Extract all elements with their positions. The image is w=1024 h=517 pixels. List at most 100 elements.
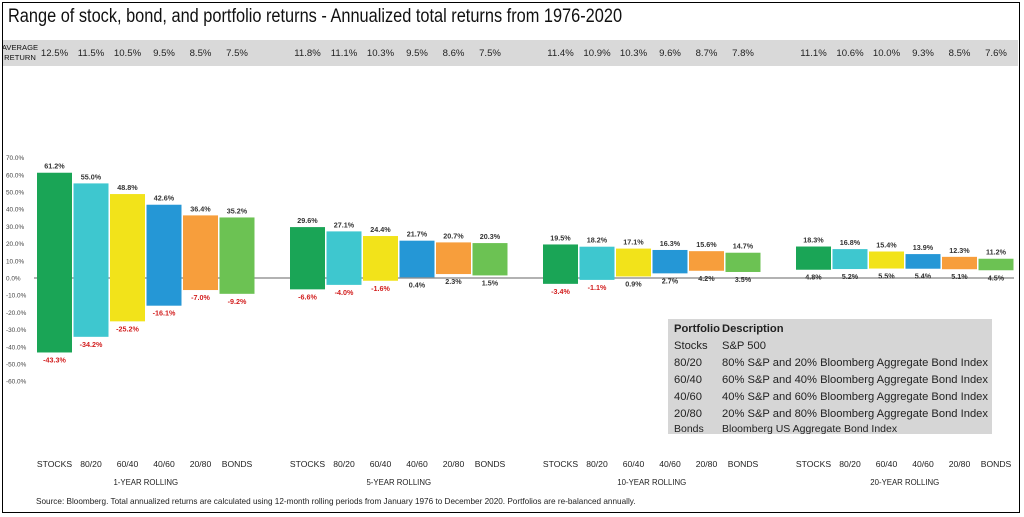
legend-portfolio: 60/40 — [674, 374, 702, 386]
high-value-label: 55.0% — [81, 172, 102, 181]
average-return-value: 9.5% — [153, 48, 175, 59]
low-value-label: 5.5% — [878, 272, 895, 281]
category-label: BONDS — [475, 459, 506, 469]
range-bar — [326, 231, 362, 285]
low-value-label: -1.6% — [371, 284, 390, 293]
range-bar — [399, 240, 435, 278]
average-return-value: 11.8% — [294, 48, 321, 59]
y-tick-label: -30.0% — [6, 327, 27, 334]
average-return-value: 11.1% — [800, 48, 827, 59]
category-label: 40/60 — [153, 459, 175, 469]
y-tick-label: -60.0% — [6, 379, 27, 386]
high-value-label: 15.6% — [696, 240, 717, 249]
range-bar — [796, 246, 831, 270]
average-return-value: 10.3% — [620, 48, 648, 59]
legend-description: 80% S&P and 20% Bloomberg Aggregate Bond… — [722, 357, 988, 369]
average-return-value: 8.5% — [190, 48, 212, 59]
y-tick-label: -10.0% — [6, 293, 27, 300]
y-tick-label: 40.0% — [6, 207, 24, 214]
average-return-value: 7.5% — [226, 48, 248, 59]
legend-portfolio: 80/20 — [674, 357, 702, 369]
average-return-value: 9.5% — [406, 48, 428, 59]
low-value-label: 3.5% — [735, 275, 752, 284]
y-tick-label: 0.0% — [6, 276, 21, 283]
high-value-label: 42.6% — [154, 194, 175, 203]
average-return-value: 12.5% — [41, 48, 69, 59]
high-value-label: 18.3% — [803, 236, 824, 245]
range-bar — [290, 227, 325, 290]
low-value-label: -4.0% — [335, 288, 354, 297]
category-label: 80/20 — [586, 459, 608, 469]
low-value-label: -6.6% — [298, 292, 317, 301]
high-value-label: 19.5% — [550, 233, 571, 242]
high-value-label: 29.6% — [297, 216, 318, 225]
low-value-label: 2.7% — [662, 276, 679, 285]
y-tick-label: 60.0% — [6, 172, 24, 179]
legend-row: 20/80 20% S&P and 80% Bloomberg Aggregate… — [674, 408, 988, 420]
category-label: 80/20 — [80, 459, 102, 469]
low-value-label: -43.3% — [43, 355, 66, 364]
low-value-label: -1.1% — [588, 283, 607, 292]
category-label: STOCKS — [37, 459, 72, 469]
category-label: BONDS — [981, 459, 1012, 469]
average-return-value: 10.0% — [873, 48, 901, 59]
low-value-label: -25.2% — [116, 324, 139, 333]
average-return-value: 11.4% — [547, 48, 574, 59]
range-bar — [832, 249, 868, 270]
legend-row: 40/60 40% S&P and 60% Bloomberg Aggregate… — [674, 391, 988, 403]
legend-description: S&P 500 — [722, 340, 766, 352]
category-label: BONDS — [222, 459, 253, 469]
legend-header-portfolio: Portfolio — [674, 323, 720, 335]
average-return-value: 9.6% — [659, 48, 681, 59]
range-bar — [689, 251, 724, 271]
average-return-value: 10.6% — [836, 48, 864, 59]
high-value-label: 20.7% — [443, 231, 464, 240]
low-value-label: -16.1% — [153, 309, 176, 318]
range-bar — [942, 256, 977, 270]
range-bar — [37, 172, 72, 353]
legend-header: Portfolio Description — [674, 323, 784, 335]
category-label: 80/20 — [333, 459, 355, 469]
range-bar — [219, 217, 255, 294]
range-bar — [73, 183, 109, 337]
average-return-label: AVERAGE — [2, 43, 38, 52]
low-value-label: 5.1% — [951, 272, 968, 281]
category-label: 60/40 — [117, 459, 139, 469]
portfolio-legend: Portfolio Description Stocks S&P 500 80/20… — [668, 319, 992, 435]
average-return-value: 10.3% — [367, 48, 395, 59]
range-bar — [472, 243, 508, 276]
high-value-label: 61.2% — [44, 162, 65, 171]
category-label: 20/80 — [949, 459, 971, 469]
low-value-label: 4.2% — [698, 274, 715, 283]
low-value-label: 1.5% — [482, 278, 499, 287]
category-label: 60/40 — [623, 459, 645, 469]
category-label: 80/20 — [839, 459, 861, 469]
average-return-value: 8.5% — [949, 48, 971, 59]
average-return-value: 7.6% — [985, 48, 1007, 59]
y-tick-label: 10.0% — [6, 258, 24, 265]
average-return-value: 10.9% — [583, 48, 611, 59]
average-return-band — [3, 40, 1018, 66]
group-label: 10-YEAR ROLLING — [617, 478, 686, 487]
average-return-value: 7.5% — [479, 48, 501, 59]
category-label: 40/60 — [659, 459, 681, 469]
average-return-value: 8.7% — [696, 48, 718, 59]
low-value-label: 4.5% — [988, 273, 1005, 282]
average-return-value: 8.6% — [443, 48, 465, 59]
category-label: 60/40 — [876, 459, 898, 469]
legend-description: 20% S&P and 80% Bloomberg Aggregate Bond… — [722, 408, 988, 420]
y-tick-label: 30.0% — [6, 224, 24, 231]
range-bar — [869, 251, 904, 269]
range-bar — [616, 248, 651, 277]
category-label: STOCKS — [796, 459, 831, 469]
legend-row: Bonds Bloomberg US Aggregate Bond Index — [674, 423, 897, 435]
high-value-label: 12.3% — [949, 246, 970, 255]
y-tick-label: 70.0% — [6, 155, 24, 162]
high-value-label: 13.9% — [913, 243, 934, 252]
category-label: BONDS — [728, 459, 759, 469]
average-return-label: RETURN — [4, 53, 36, 62]
y-tick-label: -50.0% — [6, 362, 27, 369]
low-value-label: -7.0% — [191, 293, 210, 302]
legend-row: Stocks S&P 500 — [674, 340, 766, 352]
